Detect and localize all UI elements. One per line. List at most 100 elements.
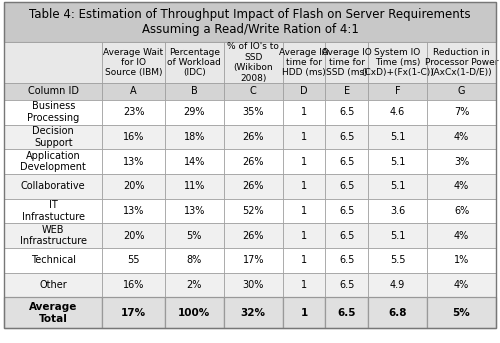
Bar [224,199,283,223]
Bar [4,125,102,149]
Bar [427,149,496,174]
Text: Percentage
of Workload
(IDC): Percentage of Workload (IDC) [168,48,221,77]
Text: E: E [344,86,350,96]
Bar [224,223,283,248]
Bar [102,42,164,83]
Text: 2%: 2% [186,280,202,290]
Bar [4,42,102,83]
Bar [368,83,427,100]
Bar [4,248,102,273]
Text: 6.5: 6.5 [339,107,354,117]
Text: G: G [458,86,466,96]
Bar [368,149,427,174]
Bar [102,273,164,297]
Bar [368,100,427,125]
Text: 5.1: 5.1 [390,230,406,241]
Text: Decision
Support: Decision Support [32,126,74,147]
Bar [4,174,102,199]
Bar [164,100,224,125]
Text: 7%: 7% [454,107,469,117]
Bar [427,100,496,125]
Bar [326,125,368,149]
Text: 3.6: 3.6 [390,206,405,216]
Bar [368,248,427,273]
Bar [368,199,427,223]
Text: 5.1: 5.1 [390,181,406,191]
Bar [283,174,326,199]
Text: Average Wait
for IO
Source (IBM): Average Wait for IO Source (IBM) [104,48,164,77]
Text: 6.5: 6.5 [339,181,354,191]
Text: Business
Processing: Business Processing [27,102,80,123]
Bar [427,83,496,100]
Text: 1: 1 [301,206,307,216]
Bar [283,297,326,328]
Text: 1: 1 [301,132,307,142]
Text: B: B [191,86,198,96]
Text: 17%: 17% [242,255,264,265]
Bar [164,83,224,100]
Text: 32%: 32% [241,308,266,318]
Text: 13%: 13% [123,206,144,216]
Bar [427,273,496,297]
Bar [283,273,326,297]
Text: 1: 1 [301,156,307,167]
Bar [102,223,164,248]
Bar [326,199,368,223]
Bar [164,125,224,149]
Bar [224,297,283,328]
Text: 29%: 29% [184,107,205,117]
Text: 14%: 14% [184,156,205,167]
Bar [102,125,164,149]
Bar [326,248,368,273]
Text: 13%: 13% [184,206,205,216]
Text: Other: Other [40,280,67,290]
Bar [102,149,164,174]
Text: Average IO
time for
HDD (ms): Average IO time for HDD (ms) [279,48,329,77]
Text: 4%: 4% [454,230,469,241]
Bar [164,174,224,199]
Bar [164,273,224,297]
Text: 52%: 52% [242,206,264,216]
Text: 1: 1 [301,107,307,117]
Bar [224,174,283,199]
Bar [224,125,283,149]
Text: C: C [250,86,256,96]
Bar [326,273,368,297]
Bar [164,149,224,174]
Bar [102,199,164,223]
Text: F: F [395,86,400,96]
Text: 20%: 20% [123,230,144,241]
Text: 16%: 16% [123,132,144,142]
Text: 4.6: 4.6 [390,107,405,117]
Text: 5.5: 5.5 [390,255,406,265]
Text: 20%: 20% [123,181,144,191]
Text: 6.5: 6.5 [339,280,354,290]
Text: Average
Total: Average Total [29,302,78,323]
Bar [164,42,224,83]
Text: 100%: 100% [178,308,210,318]
Bar [326,42,368,83]
Text: Technical: Technical [30,255,76,265]
Bar [283,83,326,100]
Text: WEB
Infrastructure: WEB Infrastructure [20,225,86,246]
Bar [283,199,326,223]
Text: 1: 1 [301,280,307,290]
Text: 35%: 35% [242,107,264,117]
Text: % of IO's to
SSD
(Wikibon
2008): % of IO's to SSD (Wikibon 2008) [228,42,279,83]
Text: 26%: 26% [242,230,264,241]
Bar [368,125,427,149]
Text: Average IO
time for
SSD (ms): Average IO time for SSD (ms) [322,48,372,77]
Text: Column ID: Column ID [28,86,78,96]
Text: 11%: 11% [184,181,205,191]
Bar [224,273,283,297]
Text: 6.5: 6.5 [339,132,354,142]
Bar [427,223,496,248]
Text: 6.8: 6.8 [388,308,407,318]
Bar [326,297,368,328]
Text: 4%: 4% [454,181,469,191]
Text: 1%: 1% [454,255,469,265]
Text: Application
Development: Application Development [20,151,86,172]
Bar [283,42,326,83]
Text: 5%: 5% [452,308,470,318]
Text: 4%: 4% [454,280,469,290]
